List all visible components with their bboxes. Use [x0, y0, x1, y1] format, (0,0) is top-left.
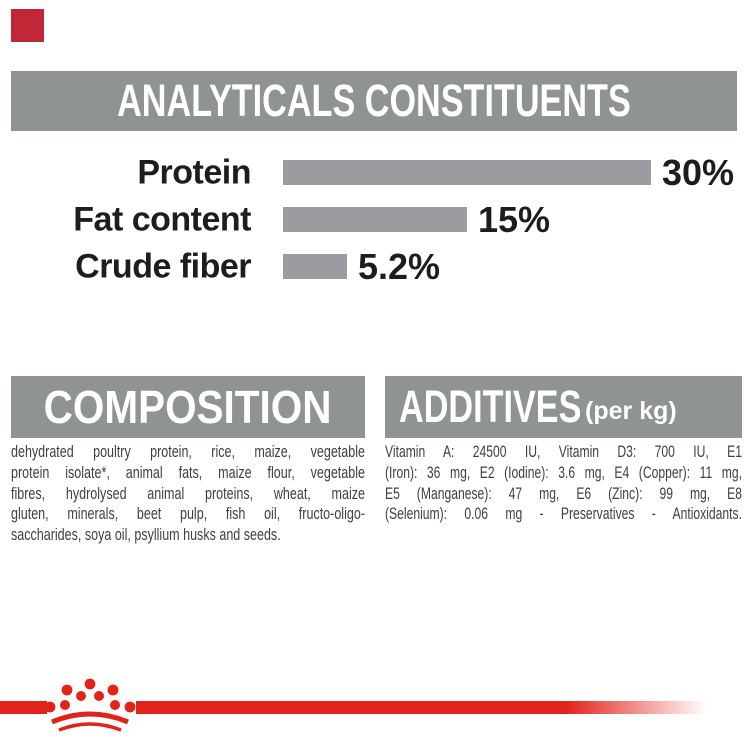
composition-heading: COMPOSITION — [44, 381, 332, 433]
chart-bar — [283, 254, 347, 279]
chart-value-label: 15% — [478, 198, 551, 240]
additives-heading-box: ADDITIVES (per kg) — [385, 376, 742, 438]
brand-red-square — [11, 9, 44, 42]
chart-bar — [283, 160, 651, 185]
composition-text: dehydrated poultry protein, rice, maize,… — [11, 442, 365, 546]
composition-heading-box: COMPOSITION — [11, 376, 365, 438]
composition-line: dehydrated poultry protein, rice, maize,… — [11, 442, 365, 461]
chart-category-label: Crude fiber — [75, 247, 251, 285]
analyticals-title: ANALYTICALS CONSTITUENTS — [117, 75, 631, 126]
chart-row: Crude fiber 5.2% — [0, 247, 750, 285]
additives-line: (Iron): 36 mg, E2 (Iodine): 3.6 mg, E4 (… — [385, 462, 742, 482]
composition-line: saccharides, soya oil, psyllium husks an… — [11, 525, 281, 545]
royal-canin-crown-icon — [44, 678, 136, 732]
composition-line: fibres, hydrolysed animal proteins, whea… — [11, 483, 365, 503]
additives-unit-label: (per kg) — [585, 396, 677, 425]
chart-value-label: 30% — [662, 151, 735, 193]
additives-heading: ADDITIVES — [399, 381, 582, 432]
chart-bar — [283, 207, 467, 232]
analyticals-banner: ANALYTICALS CONSTITUENTS — [11, 71, 737, 131]
footer-red-band-left — [0, 701, 47, 714]
additives-line: (Selenium): 0.06 mg - Preservatives - An… — [385, 504, 742, 524]
chart-value-label: 5.2% — [358, 245, 441, 287]
footer-red-band-right — [136, 701, 750, 714]
chart-category-label: Fat content — [73, 200, 251, 238]
additives-text: Vitamin A: 24500 IU, Vitamin D3: 700 IU,… — [385, 442, 742, 525]
composition-line: gluten, minerals, beet pulp, fish oil, f… — [11, 504, 365, 524]
additives-line: E5 (Manganese): 47 mg, E6 (Zinc): 99 mg,… — [385, 483, 742, 503]
composition-line: protein isolate*, animal fats, maize flo… — [11, 462, 365, 482]
additives-line: Vitamin A: 24500 IU, Vitamin D3: 700 IU,… — [385, 442, 742, 461]
chart-row: Protein 30% — [0, 153, 750, 191]
chart-row: Fat content 15% — [0, 200, 750, 238]
chart-category-label: Protein — [137, 153, 251, 191]
